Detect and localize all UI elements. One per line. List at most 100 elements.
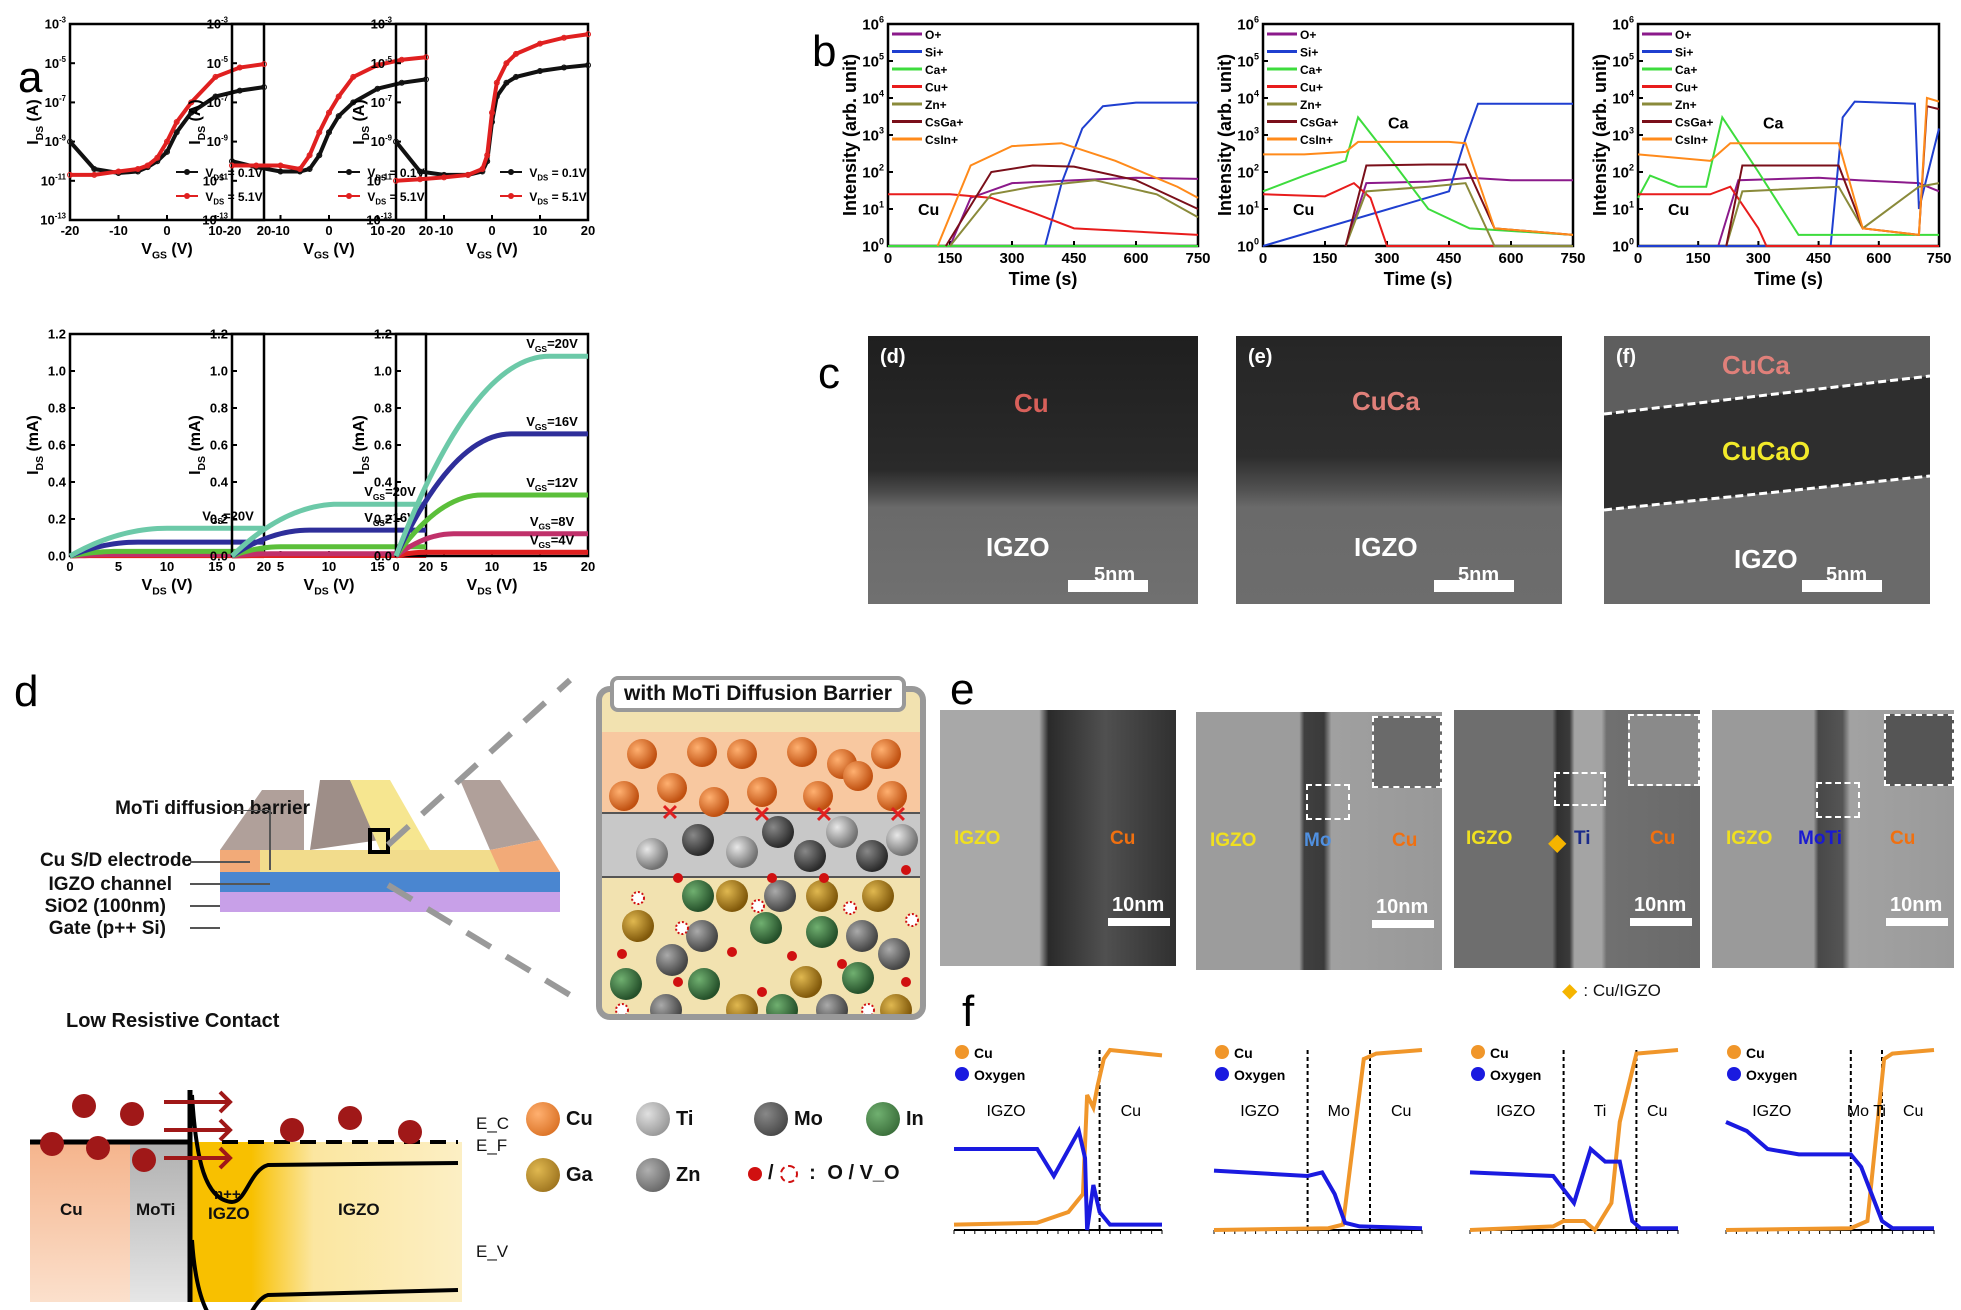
tick-label: 10-3 <box>45 16 67 32</box>
data-point <box>513 73 519 80</box>
data-point <box>67 138 73 145</box>
data-point <box>261 61 267 68</box>
igzo-atom <box>622 910 654 942</box>
oxygen-vacancy <box>861 1003 875 1014</box>
tick-label: 102 <box>1612 163 1634 182</box>
tick-label: 600 <box>1498 250 1523 267</box>
data-point <box>585 62 591 69</box>
legend-label: Si+ <box>1675 46 1693 60</box>
output-curve-chart-3: 0 5 10 15 20 0.0 0.2 0.4 0.6 0.8 1.0 1.2 VDS (V) IDS … <box>351 327 595 598</box>
data-point <box>398 56 405 63</box>
band-label-moti: MoTi <box>136 1200 176 1219</box>
series-line <box>1262 181 1573 247</box>
panel-label-e: e <box>950 665 975 714</box>
scale-bar <box>1108 918 1170 926</box>
annotation-cu: Cu <box>1668 202 1689 219</box>
tick-label: 104 <box>862 89 884 108</box>
igzo-atom <box>750 912 782 944</box>
x-axis-label: Time (s) <box>1009 269 1078 289</box>
tick-label: 0.2 <box>48 512 66 527</box>
region-label: Ti <box>1594 1103 1607 1120</box>
igzo-atom <box>766 994 798 1014</box>
tick-label: 0.4 <box>374 475 393 490</box>
scale-text: 10nm <box>1376 896 1429 918</box>
tick-label: 103 <box>1612 126 1634 145</box>
igzo-atom <box>686 920 718 952</box>
tick-label: 0 <box>163 223 170 238</box>
tick-label: 150 <box>1686 250 1711 267</box>
tick-label: 15 <box>533 559 547 574</box>
legend-label: Oxygen <box>974 1067 1025 1083</box>
data-point <box>393 177 399 184</box>
region-label: Mo <box>1328 1103 1350 1120</box>
cu-atom <box>699 787 729 817</box>
legend-marker <box>508 193 514 199</box>
label-leader-lines <box>190 810 271 929</box>
x-axis-label: VGS=12V <box>526 475 578 493</box>
series-line <box>1469 1145 1678 1231</box>
zn-atom-icon <box>636 1158 670 1192</box>
tick-label: 102 <box>862 163 884 182</box>
band-diagram-lines <box>30 1090 459 1310</box>
series-line <box>395 32 589 183</box>
annotation-ca: Ca <box>1388 115 1409 132</box>
tick-label: 300 <box>1374 250 1399 267</box>
y-axis-label: Intensity (arb. unit) <box>840 54 860 216</box>
series-line <box>394 531 588 559</box>
igzo-atom <box>816 994 848 1014</box>
tick-label: -10 <box>435 223 454 238</box>
oxygen-atom <box>757 987 767 997</box>
tem-igzo-label: IGZO <box>1726 828 1773 849</box>
in-atom-icon <box>866 1102 900 1136</box>
legend-label: CsIn+ <box>1300 133 1333 147</box>
tick-label: 104 <box>1237 89 1259 108</box>
panel-label-f: f <box>962 987 975 1036</box>
tick-label: 1.2 <box>48 327 66 342</box>
tem-inset <box>1884 714 1954 786</box>
x-axis-label: Time (s) <box>1384 269 1453 289</box>
oxygen-atom <box>819 873 829 883</box>
blocked-icon: ✕ <box>889 802 907 827</box>
tick-label: 450 <box>1806 250 1831 267</box>
tick-label: 1.2 <box>374 327 392 342</box>
legend-marker <box>1727 1067 1741 1081</box>
tick-label: 5 <box>115 559 122 574</box>
legend-in: In <box>866 1102 924 1136</box>
scale-bar <box>1434 580 1514 592</box>
series-line <box>70 62 265 177</box>
series-line <box>1344 163 1574 247</box>
tem-inset <box>1372 716 1442 788</box>
series-line <box>393 353 588 557</box>
tick-label: 10-11 <box>367 173 393 189</box>
legend-marker <box>184 169 190 175</box>
eels-profile-chart-1: Cu Oxygen IGZO Cu <box>953 1045 1163 1234</box>
legend-marker <box>346 193 352 199</box>
tick-label: 0 <box>1634 250 1642 267</box>
legend-zn: Zn <box>636 1158 700 1192</box>
data-point <box>212 93 219 100</box>
data-point <box>164 138 170 145</box>
tick-label: 10-7 <box>207 94 228 110</box>
moti-left <box>220 790 304 850</box>
x-axis-label: VGS=8V <box>530 514 575 532</box>
label-sio2: SiO2 (100nm) <box>44 896 166 917</box>
scale-text: 10nm <box>1112 894 1165 916</box>
tick-label: -10 <box>271 223 290 238</box>
blocked-icon: ✕ <box>661 800 679 825</box>
cu-atom <box>843 761 873 791</box>
tem-image-d-frame: (d) Cu IGZO 5nm <box>868 336 1198 604</box>
data-point <box>503 79 510 86</box>
data-point <box>306 165 313 172</box>
series-line <box>1344 182 1573 247</box>
igzo-layer <box>250 850 550 872</box>
tem-cu-label: Cu <box>1392 830 1418 851</box>
series-line <box>1262 102 1573 247</box>
oxygen-vacancy <box>905 913 919 927</box>
tick-label: 300 <box>999 250 1024 267</box>
tem-cu-label: Cu <box>1890 828 1916 849</box>
cu-atom <box>609 781 639 811</box>
series-line <box>945 164 1199 247</box>
region-label: IGZO <box>1752 1103 1791 1120</box>
tick-label: 20 <box>257 559 271 574</box>
